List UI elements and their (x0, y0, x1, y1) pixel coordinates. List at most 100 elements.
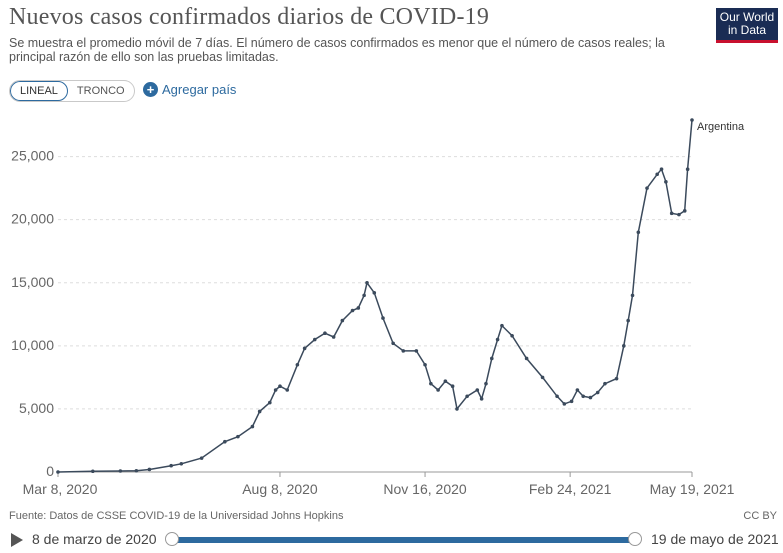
data-point[interactable] (179, 461, 184, 466)
y-tick-label: 20,000 (11, 211, 54, 227)
data-point[interactable] (475, 388, 480, 392)
data-point[interactable] (236, 434, 240, 439)
data-point[interactable] (147, 467, 152, 472)
data-point[interactable] (381, 316, 385, 320)
data-point[interactable] (365, 280, 369, 285)
data-point[interactable] (414, 349, 419, 353)
series-points (56, 118, 694, 474)
data-point[interactable] (489, 356, 494, 361)
chart-title: Nuevos casos confirmados diarios de COVI… (9, 4, 490, 30)
data-point[interactable] (484, 381, 488, 386)
data-point[interactable] (645, 186, 649, 190)
timeline-start-handle[interactable] (165, 532, 179, 546)
data-point[interactable] (350, 308, 355, 313)
data-point[interactable] (250, 424, 255, 429)
data-point[interactable] (630, 293, 635, 298)
scale-toggle[interactable]: LINEAL TRONCO (9, 80, 135, 102)
data-point[interactable] (356, 306, 361, 310)
source-note[interactable]: Fuente: Datos de CSSE COVID-19 de la Uni… (9, 510, 344, 522)
scale-option-linear[interactable]: LINEAL (10, 81, 68, 101)
data-point[interactable] (659, 167, 664, 172)
data-point[interactable] (479, 397, 484, 401)
y-tick-label: 10,000 (11, 337, 54, 353)
data-point[interactable] (540, 375, 545, 380)
data-point[interactable] (677, 212, 681, 217)
data-point[interactable] (581, 394, 585, 399)
data-point[interactable] (312, 337, 317, 342)
x-tick-label: Mar 8, 2020 (23, 481, 98, 497)
data-point[interactable] (455, 407, 459, 411)
timeline-end-label: 19 de mayo de 2021 (651, 531, 779, 547)
data-point[interactable] (223, 439, 227, 444)
data-point[interactable] (562, 402, 567, 406)
logo-line-2: in Data (727, 23, 767, 37)
data-point[interactable] (465, 394, 469, 399)
license-note[interactable]: CC BY (743, 510, 777, 522)
data-point[interactable] (636, 230, 641, 235)
scale-option-log[interactable]: TRONCO (76, 85, 125, 97)
y-tick-label: 0 (46, 463, 54, 479)
timeline-track[interactable] (172, 537, 635, 543)
x-axis-ticks: Mar 8, 2020 Aug 8, 2020 Nov 16, 2020 Feb 24… (23, 472, 735, 497)
data-point[interactable] (429, 381, 433, 386)
add-country-label: Agregar país (162, 82, 237, 97)
data-point[interactable] (401, 349, 406, 353)
data-point[interactable] (362, 293, 366, 298)
data-point[interactable] (169, 463, 173, 468)
timeline-end-handle[interactable] (628, 532, 642, 546)
data-point[interactable] (495, 337, 500, 342)
data-point[interactable] (302, 346, 307, 351)
plus-icon: + (143, 82, 158, 97)
y-axis-ticks: 0 5,000 10,000 15,000 20,000 25,000 (11, 148, 54, 479)
data-point[interactable] (257, 409, 262, 414)
data-point[interactable] (575, 388, 580, 392)
data-point[interactable] (199, 456, 204, 460)
data-point[interactable] (450, 384, 455, 389)
data-point[interactable] (436, 388, 440, 392)
data-point[interactable] (614, 376, 619, 381)
play-icon[interactable] (11, 533, 23, 547)
grid-lines (58, 156, 692, 473)
data-point[interactable] (91, 469, 95, 474)
data-point[interactable] (295, 362, 300, 367)
data-point[interactable] (626, 318, 630, 323)
data-point[interactable] (134, 468, 139, 473)
data-point[interactable] (669, 211, 674, 216)
data-point[interactable] (443, 379, 448, 383)
data-point[interactable] (664, 180, 668, 184)
y-tick-label: 15,000 (11, 274, 54, 290)
data-point[interactable] (569, 399, 574, 404)
data-point[interactable] (118, 469, 123, 473)
timeline-start-label: 8 de marzo de 2020 (32, 531, 157, 547)
x-tick-label: Nov 16, 2020 (383, 481, 466, 497)
data-point[interactable] (588, 395, 593, 400)
data-point[interactable] (340, 318, 345, 323)
series-line-argentina[interactable] (57, 119, 693, 473)
data-point[interactable] (391, 341, 395, 346)
data-point[interactable] (372, 291, 377, 295)
data-point[interactable] (524, 356, 529, 361)
add-country-button[interactable]: + Agregar país (143, 82, 236, 97)
data-point[interactable] (595, 390, 600, 395)
data-point[interactable] (273, 388, 278, 392)
data-point[interactable] (622, 344, 626, 348)
data-point[interactable] (500, 323, 504, 328)
data-point[interactable] (690, 118, 694, 122)
data-point[interactable] (323, 331, 327, 336)
owid-logo[interactable]: Our World in Data (716, 8, 778, 43)
data-point[interactable] (278, 384, 282, 389)
data-point[interactable] (423, 362, 427, 367)
series-label-argentina: Argentina (697, 121, 745, 133)
data-point[interactable] (555, 394, 559, 399)
timeline: 8 de marzo de 2020 19 de mayo de 2021 (0, 528, 783, 553)
data-point[interactable] (268, 400, 272, 405)
data-point[interactable] (682, 209, 687, 213)
data-point[interactable] (510, 333, 514, 338)
data-point[interactable] (655, 172, 659, 177)
data-point[interactable] (685, 167, 690, 172)
x-tick-label: Aug 8, 2020 (242, 481, 318, 497)
data-point[interactable] (56, 470, 60, 474)
data-point[interactable] (603, 381, 607, 386)
data-point[interactable] (331, 335, 336, 339)
data-point[interactable] (285, 388, 290, 392)
